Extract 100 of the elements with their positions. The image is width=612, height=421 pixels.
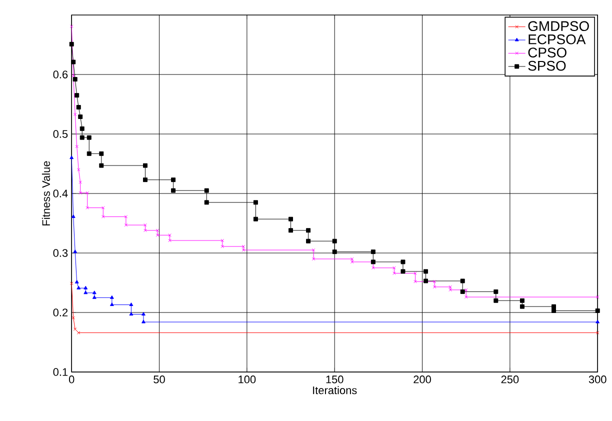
- y-tick-label: 0.4: [53, 190, 68, 198]
- point: [288, 216, 294, 222]
- point: [86, 151, 92, 156]
- point: [71, 214, 76, 218]
- point: [78, 180, 82, 184]
- point: [400, 269, 406, 274]
- point: [110, 295, 114, 299]
- point: [306, 228, 311, 233]
- point: [220, 244, 224, 248]
- point: [392, 266, 396, 270]
- point: [424, 269, 428, 274]
- point: [80, 135, 84, 140]
- point: [350, 257, 354, 261]
- point: [84, 286, 88, 290]
- point: [448, 285, 452, 289]
- point: [75, 144, 79, 148]
- point: [102, 206, 105, 210]
- x-tick-label: 50: [154, 376, 165, 384]
- point: [99, 151, 104, 156]
- point: [92, 295, 96, 299]
- point: [306, 238, 311, 244]
- point: [72, 74, 76, 78]
- point: [156, 228, 160, 232]
- point: [253, 216, 258, 222]
- legend-label: ECPSOA: [528, 34, 586, 44]
- point: [372, 266, 375, 270]
- point: [494, 289, 498, 294]
- point: [73, 328, 77, 331]
- y-tick-label: 0.6: [53, 70, 68, 78]
- point: [143, 163, 148, 168]
- point: [242, 244, 246, 248]
- y-tick-label: 0.5: [53, 130, 68, 138]
- point: [242, 248, 246, 252]
- point: [84, 290, 88, 294]
- point: [124, 223, 128, 227]
- point: [370, 250, 376, 254]
- point: [464, 288, 468, 292]
- point: [520, 304, 524, 309]
- point: [72, 316, 76, 320]
- x-tick-label: 0: [68, 376, 74, 384]
- point: [92, 290, 96, 294]
- point: [144, 223, 147, 227]
- point: [73, 112, 77, 116]
- point: [448, 288, 452, 292]
- point: [464, 295, 468, 299]
- point: [595, 308, 600, 313]
- point: [596, 320, 600, 324]
- point: [70, 156, 74, 160]
- point: [312, 248, 316, 252]
- point: [144, 228, 147, 232]
- x-tick-label: 250: [501, 376, 519, 384]
- point: [69, 42, 74, 46]
- point: [424, 278, 428, 284]
- point: [129, 302, 134, 306]
- point: [76, 104, 81, 110]
- point: [99, 163, 104, 168]
- point: [552, 304, 556, 309]
- point: [253, 200, 258, 205]
- legend-label: SPSO: [528, 60, 566, 71]
- y-tick-label: 0.2: [53, 308, 68, 316]
- x-tick-label: 200: [414, 376, 431, 384]
- x-tick-label: 300: [588, 376, 606, 384]
- legend-label: CPSO: [528, 48, 566, 58]
- point: [288, 228, 294, 233]
- point: [71, 60, 76, 64]
- point: [392, 272, 396, 275]
- point: [312, 257, 316, 261]
- y-tick-label: 0.3: [53, 249, 68, 257]
- point: [86, 191, 90, 195]
- point: [74, 93, 80, 98]
- point: [220, 238, 224, 242]
- point: [74, 280, 79, 284]
- point: [400, 260, 406, 264]
- point: [80, 126, 84, 131]
- point: [86, 135, 92, 140]
- point: [124, 215, 128, 218]
- point: [204, 188, 209, 193]
- point: [142, 320, 146, 324]
- point: [78, 114, 83, 119]
- x-tick-label: 100: [238, 376, 256, 384]
- point: [432, 285, 436, 289]
- point: [204, 200, 209, 205]
- legend-label: GMDPSO: [528, 21, 589, 32]
- point: [520, 298, 524, 303]
- point: [552, 308, 556, 313]
- y-axis-title: Fitness Value: [42, 161, 50, 226]
- point: [432, 280, 436, 284]
- point: [494, 298, 498, 303]
- point: [129, 312, 134, 316]
- point: [72, 77, 78, 82]
- point: [76, 168, 80, 172]
- point: [73, 250, 78, 254]
- point: [332, 250, 337, 254]
- point: [168, 238, 172, 242]
- point: [110, 302, 114, 306]
- point: [350, 260, 354, 264]
- point: [156, 233, 160, 237]
- point: [168, 233, 172, 237]
- point: [171, 188, 176, 193]
- point: [332, 238, 337, 244]
